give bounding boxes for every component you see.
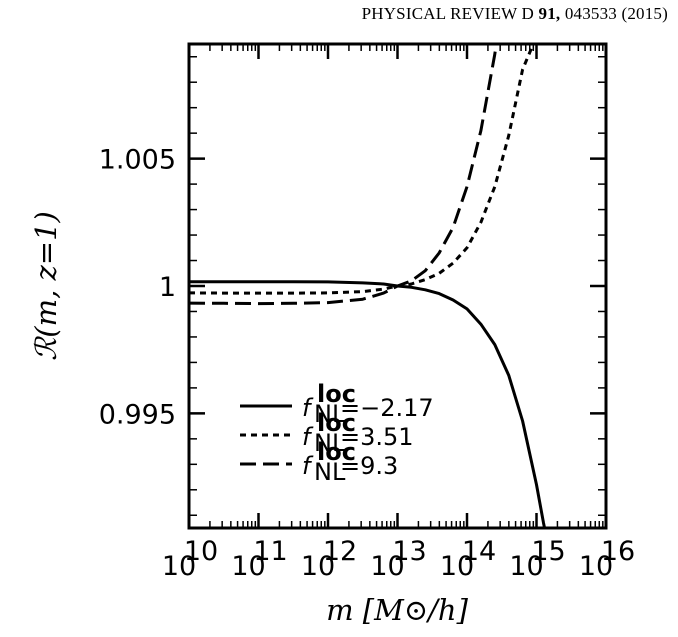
- journal-volume: 91,: [538, 4, 561, 23]
- legend-label-superscript: loc: [317, 438, 356, 466]
- series-line-dotted: [189, 44, 535, 295]
- legend-label-value: =−2.17: [340, 394, 434, 422]
- journal-name: PHYSICAL REVIEW D: [361, 4, 535, 23]
- series-line-dashed: [189, 44, 498, 306]
- x-tick-exponent: 12: [323, 536, 357, 567]
- legend-label-f: f: [302, 452, 314, 480]
- x-tick-label: 10: [162, 551, 196, 582]
- legend-label-value: =3.51: [340, 423, 414, 451]
- x-tick-exponent: 16: [601, 536, 635, 567]
- x-tick-exponent: 13: [392, 536, 426, 567]
- y-tick-label: 1: [159, 272, 176, 303]
- x-tick-exponent: 14: [462, 536, 496, 567]
- y-tick-label: 0.995: [99, 399, 176, 430]
- x-tick-label: 10: [231, 551, 265, 582]
- legend-label-superscript: loc: [317, 380, 356, 408]
- legend-label-f: f: [302, 394, 314, 422]
- y-tick-label: 1.005: [99, 145, 176, 176]
- x-tick-exponent: 10: [184, 536, 218, 567]
- x-tick-label: 10: [440, 551, 474, 582]
- x-tick-label: 10: [509, 551, 543, 582]
- legend-label-subscript: NL: [314, 400, 346, 428]
- x-tick-label: 10: [579, 551, 613, 582]
- legend-label-subscript: NL: [314, 429, 346, 457]
- y-tick-labels: 0.995 1 1.005: [99, 145, 176, 431]
- x-tick-exponent: 15: [531, 536, 565, 567]
- series-line-solid: [189, 280, 547, 528]
- x-axis-label: m [M⊙/h]: [326, 593, 468, 627]
- page-header: PHYSICAL REVIEW D 91, 043533 (2015): [362, 4, 668, 24]
- legend-label-value: =9.3: [340, 452, 398, 480]
- article-id: 043533 (2015): [564, 4, 668, 23]
- series-layer: [189, 44, 547, 528]
- legend-label-superscript: loc: [317, 409, 356, 437]
- y-axis-label: ℛ(m, z=1): [29, 211, 63, 361]
- legend-label-f: f: [302, 423, 314, 451]
- x-tick-label: 10: [370, 551, 404, 582]
- major-ticks: [187, 44, 608, 528]
- legend-label-subscript: NL: [314, 458, 346, 486]
- x-tick-label: 10: [301, 551, 335, 582]
- x-tick-exponent: 11: [253, 536, 287, 567]
